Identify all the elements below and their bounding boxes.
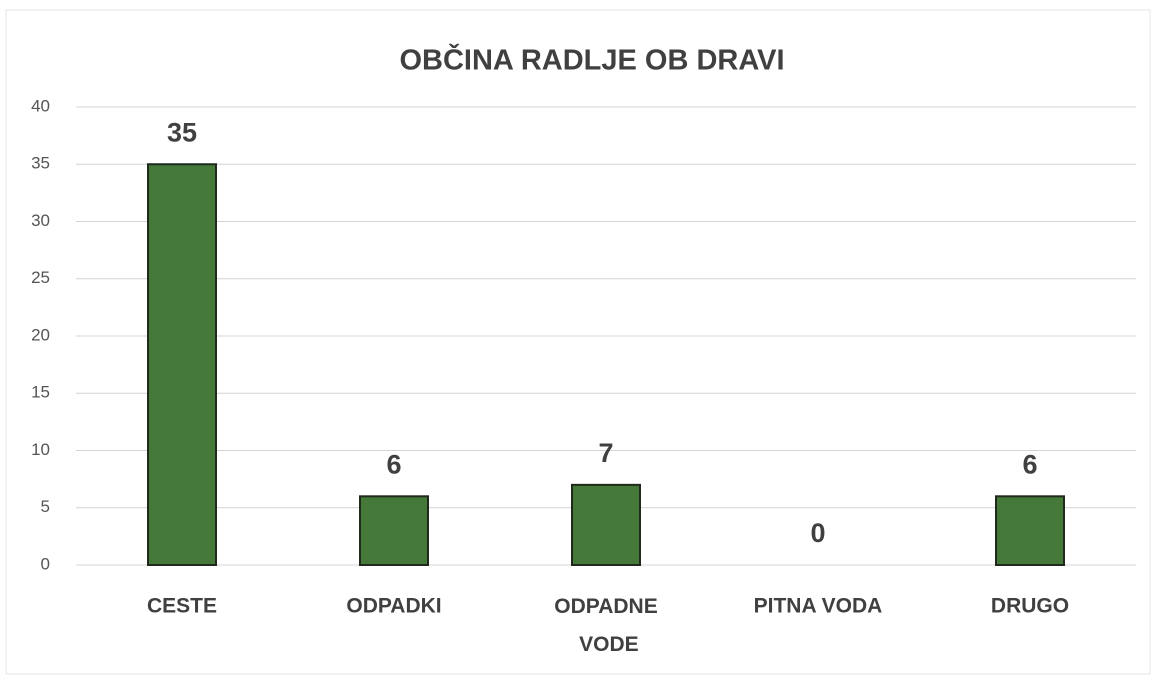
y-tick-label: 15 bbox=[31, 383, 50, 402]
data-label: 35 bbox=[167, 117, 197, 147]
y-tick-label: 0 bbox=[41, 554, 50, 573]
bar bbox=[359, 495, 429, 566]
data-label: 6 bbox=[386, 449, 401, 479]
x-tick-label: ODPADKI bbox=[346, 595, 441, 618]
y-tick-label: 10 bbox=[31, 440, 50, 459]
chart-title: OBČINA RADLJE OB DRAVI bbox=[399, 43, 784, 77]
y-tick-label: 20 bbox=[31, 325, 50, 344]
x-tick-label: PITNA VODA bbox=[754, 595, 883, 618]
bar bbox=[995, 495, 1065, 566]
x-tick-label: CESTE bbox=[147, 595, 217, 618]
y-tick-label: 35 bbox=[31, 154, 50, 173]
y-tick-label: 30 bbox=[31, 211, 50, 230]
x-tick-label: ODPADNE VODE bbox=[554, 595, 657, 656]
data-label: 0 bbox=[810, 518, 825, 548]
bar bbox=[147, 163, 217, 566]
y-tick-label: 40 bbox=[31, 96, 50, 115]
data-label: 7 bbox=[598, 438, 613, 468]
bar bbox=[571, 483, 641, 567]
y-tick-label: 25 bbox=[31, 268, 50, 287]
y-tick-label: 5 bbox=[41, 497, 50, 516]
data-label: 6 bbox=[1022, 449, 1037, 479]
x-tick-label: DRUGO bbox=[991, 595, 1069, 618]
